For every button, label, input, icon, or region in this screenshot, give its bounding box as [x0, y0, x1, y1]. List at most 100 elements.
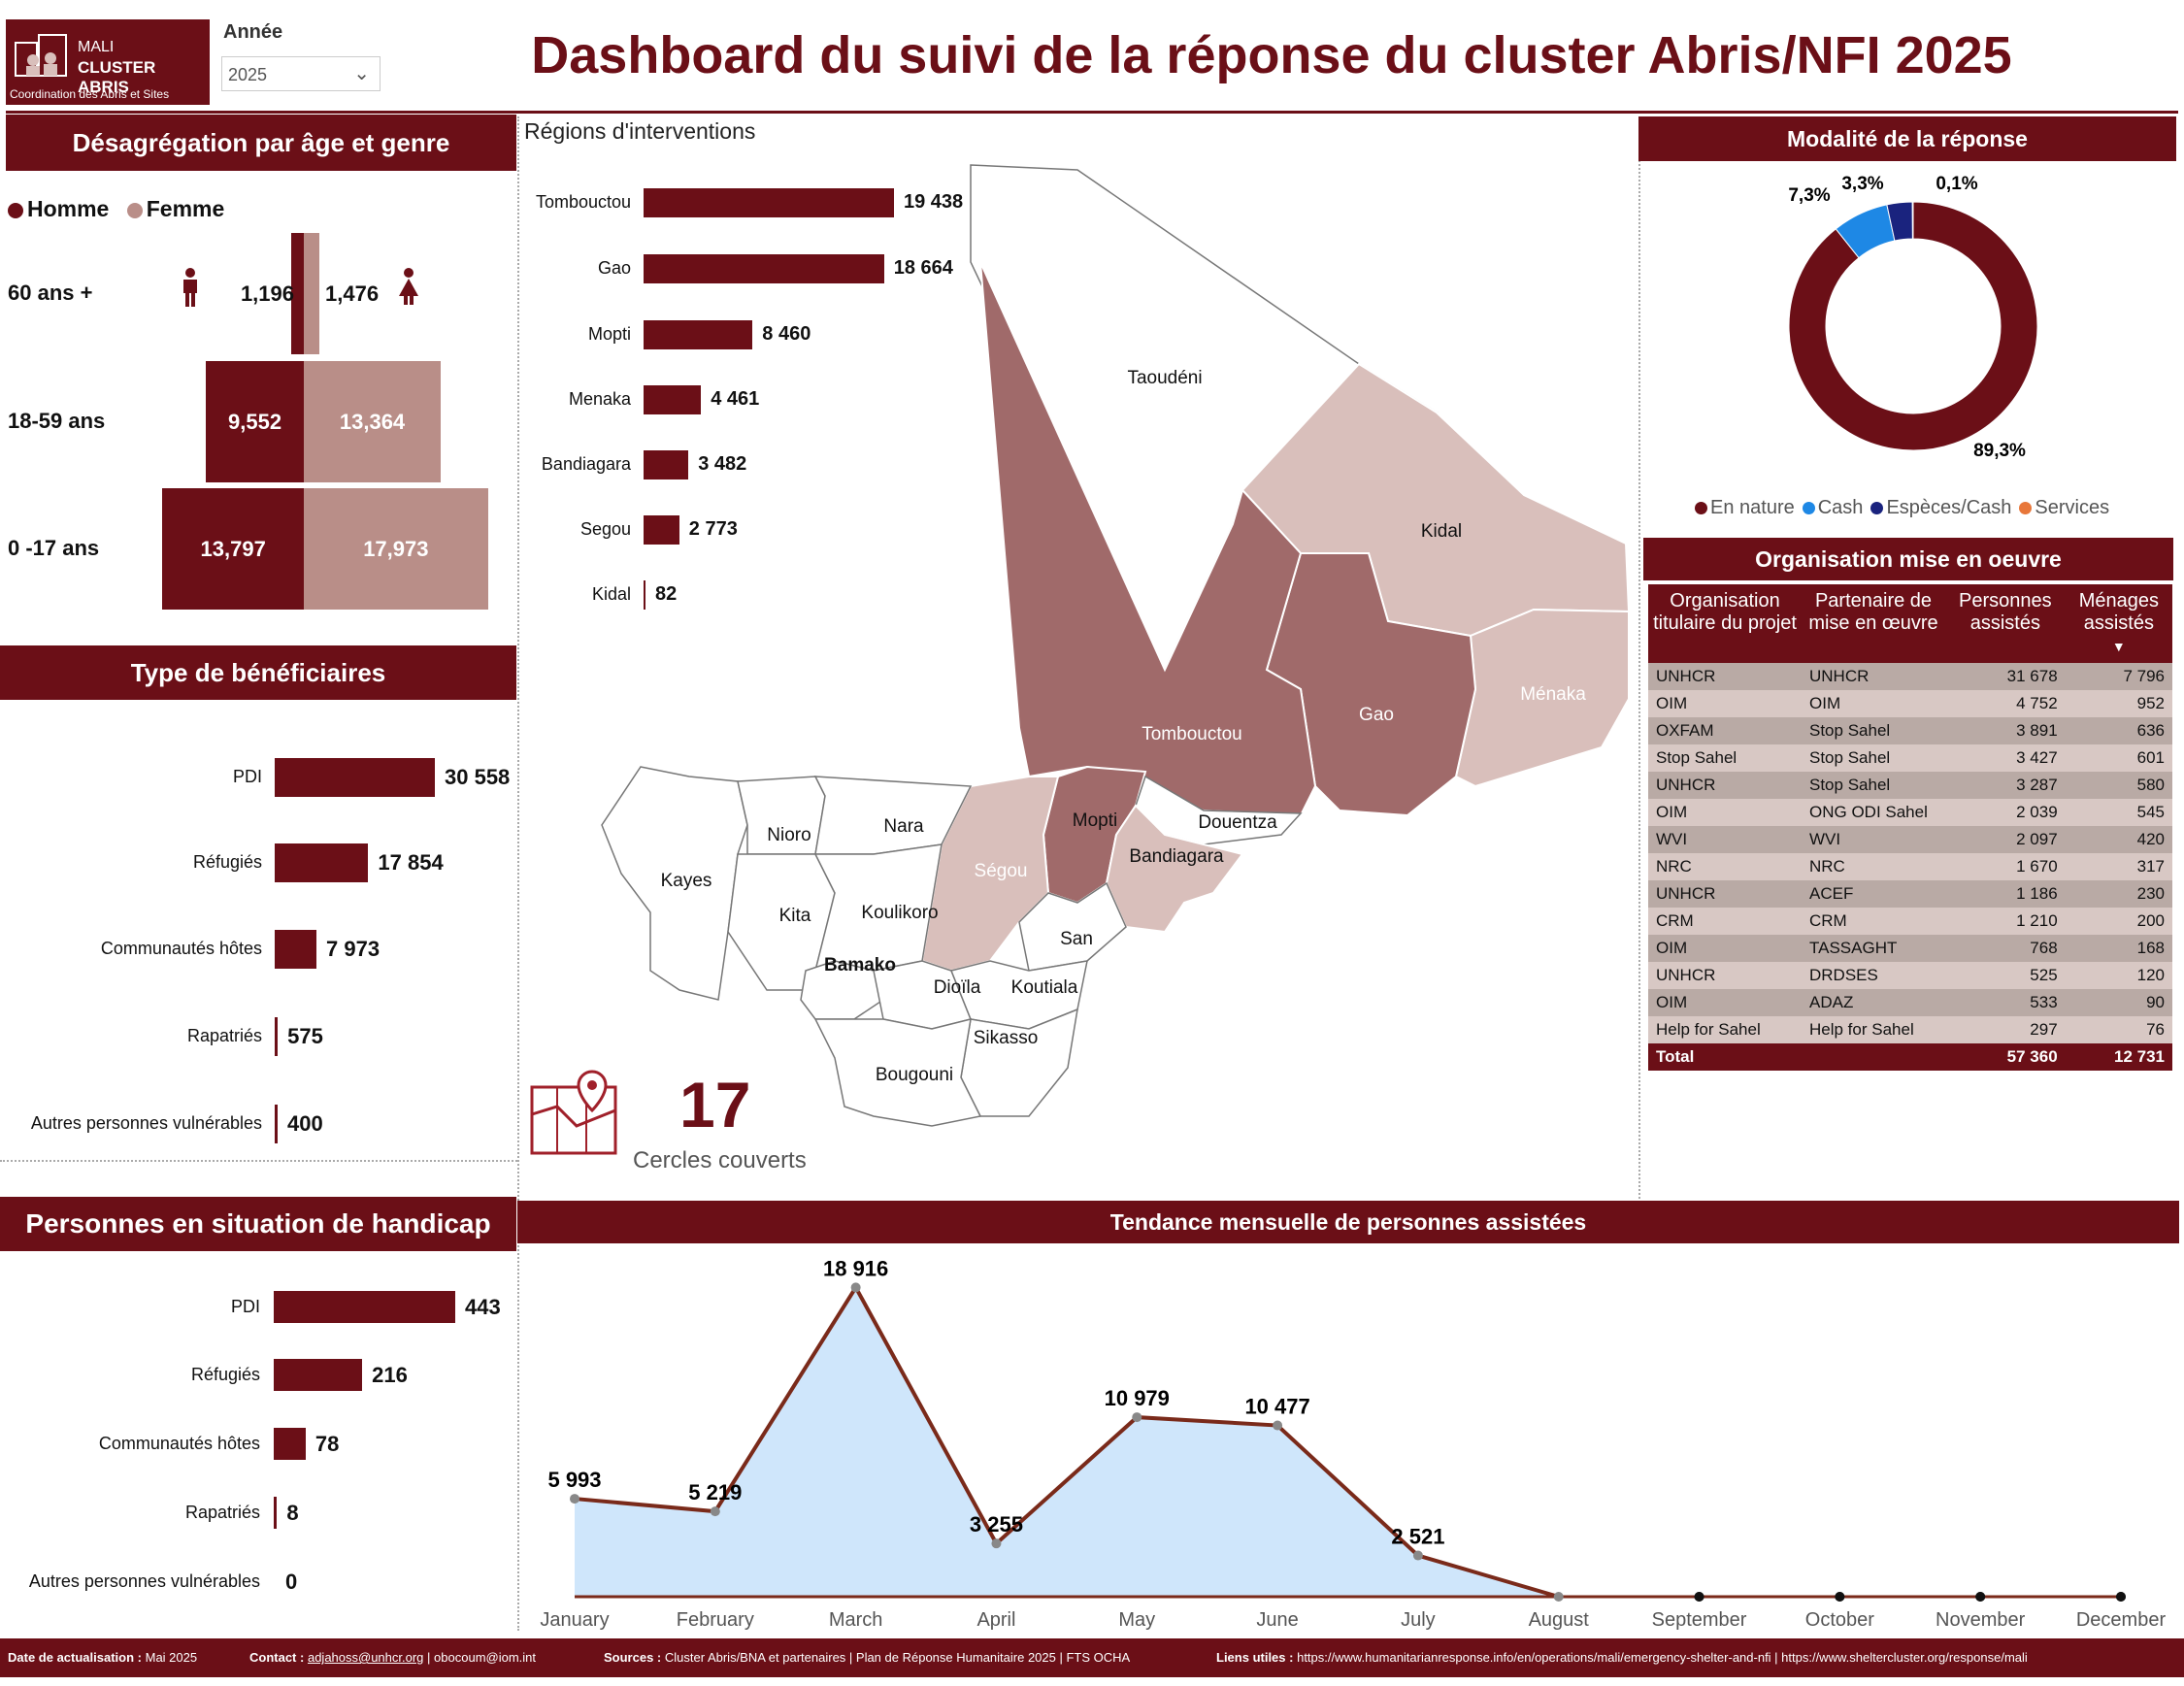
- region-value: 19 438: [904, 191, 964, 213]
- male-value: 1,196: [240, 281, 294, 306]
- male-bar: [291, 233, 304, 354]
- regions-title: Régions d'interventions: [524, 118, 756, 144]
- table-cell: Help for Sahel: [1648, 1016, 1802, 1043]
- col-partenaire[interactable]: Partenaire de mise en œuvre: [1808, 590, 1938, 634]
- region-bar: [644, 254, 884, 283]
- table-row[interactable]: OIM ADAZ 533 90: [1648, 989, 2172, 1016]
- trend-point: [850, 1282, 861, 1293]
- table-cell: Help for Sahel: [1802, 1016, 1945, 1043]
- legend-label: Espèces/Cash: [1886, 497, 2012, 518]
- region-label: Mopti: [587, 324, 631, 344]
- table-cell: OIM: [1648, 799, 1802, 826]
- footer-links[interactable]: https://www.humanitarianresponse.info/en…: [1297, 1650, 2028, 1665]
- bar-category-label: PDI: [230, 1296, 260, 1316]
- map-pin-icon: [528, 1068, 621, 1162]
- trend-month-label: April: [976, 1609, 1015, 1631]
- page-title: Dashboard du suivi de la réponse du clus…: [531, 26, 2012, 84]
- table-row[interactable]: UNHCR DRDSES 525 120: [1648, 962, 2172, 989]
- map-label: Gao: [1359, 705, 1394, 725]
- female-value: 1,476: [325, 281, 380, 306]
- map-region-san: [1018, 881, 1127, 972]
- region-value: 2 773: [688, 518, 738, 540]
- contact-email2[interactable]: obocoum@iom.int: [434, 1650, 537, 1665]
- bar-value-label: 7 973: [326, 937, 381, 961]
- table-cell: OIM: [1648, 690, 1802, 717]
- contact-email-link[interactable]: adjahoss@unhcr.org: [307, 1650, 424, 1665]
- table-cell: WVI: [1648, 826, 1802, 853]
- table-cell: UNHCR: [1648, 962, 1802, 989]
- map-label: Bougouni: [875, 1065, 954, 1085]
- table-cell: OIM: [1648, 989, 1802, 1016]
- trend-month-label: June: [1256, 1609, 1298, 1631]
- table-row[interactable]: OXFAM Stop Sahel 3 891 636: [1648, 717, 2172, 744]
- organisation-table: Organisation titulaire du projet Partena…: [1648, 584, 2172, 1071]
- bar: [275, 1105, 278, 1143]
- trend-month-label: February: [677, 1609, 754, 1631]
- map-label: Taoudéni: [1127, 368, 1203, 388]
- sort-desc-icon: ▼: [2111, 639, 2126, 654]
- bar-category-label: Rapatriés: [184, 1502, 260, 1522]
- bar: [274, 1291, 455, 1323]
- col-menages[interactable]: Ménages assistés ▼: [2078, 590, 2159, 654]
- separator: [517, 116, 519, 1631]
- table-cell: 120: [2065, 962, 2172, 989]
- table-row[interactable]: UNHCR UNHCR 31 678 7 796: [1648, 663, 2172, 690]
- bar-category-label: Communautés hôtes: [98, 1433, 260, 1453]
- col-personnes[interactable]: Personnes assistés: [1959, 590, 2052, 634]
- col-organisation[interactable]: Organisation titulaire du projet: [1653, 590, 1797, 634]
- region-value: 4 461: [711, 388, 760, 410]
- age-group-label: 60 ans +: [8, 280, 93, 305]
- table-total-row: Total 57 360 12 731: [1648, 1043, 2172, 1071]
- region-bar: [644, 188, 894, 217]
- trend-month-label: January: [540, 1609, 609, 1631]
- donut-slice-label: 89,3%: [1973, 441, 2026, 461]
- table-cell: OIM: [1648, 935, 1802, 962]
- age-gender-header: Désagrégation par âge et genre: [6, 115, 516, 171]
- table-cell: UNHCR: [1648, 880, 1802, 908]
- bar-value-label: 575: [287, 1024, 323, 1048]
- table-row[interactable]: OIM TASSAGHT 768 168: [1648, 935, 2172, 962]
- year-filter-select[interactable]: 2025 ⌄: [221, 56, 381, 91]
- footer-sources: Cluster Abris/BNA et partenaires | Plan …: [664, 1650, 1131, 1665]
- table-row[interactable]: UNHCR Stop Sahel 3 287 580: [1648, 772, 2172, 799]
- table-row[interactable]: OIM ONG ODI Sahel 2 039 545: [1648, 799, 2172, 826]
- table-cell: ADAZ: [1802, 989, 1945, 1016]
- table-cell: 3 287: [1945, 772, 2066, 799]
- table-cell: 1 186: [1945, 880, 2066, 908]
- table-row[interactable]: UNHCR ACEF 1 186 230: [1648, 880, 2172, 908]
- bar-value-label: 8: [286, 1500, 299, 1525]
- map-label: Kita: [778, 906, 811, 926]
- trend-area: [575, 1287, 1559, 1597]
- region-value: 8 460: [762, 323, 811, 345]
- beneficiaries-header: Type de bénéficiaires: [0, 645, 516, 700]
- donut-slice-label: 3,3%: [1841, 174, 1883, 194]
- donut-slice: [1911, 201, 1914, 240]
- table-row[interactable]: CRM CRM 1 210 200: [1648, 908, 2172, 935]
- map-label: Bamako: [824, 955, 896, 975]
- table-row[interactable]: OIM OIM 4 752 952: [1648, 690, 2172, 717]
- table-cell: TASSAGHT: [1802, 935, 1945, 962]
- table-row[interactable]: Stop Sahel Stop Sahel 3 427 601: [1648, 744, 2172, 772]
- map-label: Ménaka: [1520, 684, 1586, 705]
- cercles-label: Cercles couverts: [633, 1147, 807, 1174]
- table-row[interactable]: NRC NRC 1 670 317: [1648, 853, 2172, 880]
- table-cell: 76: [2065, 1016, 2172, 1043]
- map-region-bougouni: [813, 1017, 982, 1127]
- table-cell: 230: [2065, 880, 2172, 908]
- table-cell: WVI: [1802, 826, 1945, 853]
- table-row[interactable]: Help for Sahel Help for Sahel 297 76: [1648, 1016, 2172, 1043]
- table-cell: 1 210: [1945, 908, 2066, 935]
- donut-slice-label: 0,1%: [1936, 174, 1977, 194]
- table-cell: 31 678: [1945, 663, 2066, 690]
- region-bar: [644, 515, 679, 545]
- separator: [0, 1160, 517, 1162]
- table-cell: 90: [2065, 989, 2172, 1016]
- region-value: 82: [655, 583, 678, 605]
- table-cell: ONG ODI Sahel: [1802, 799, 1945, 826]
- separator: [1638, 116, 1640, 1199]
- region-bar: [644, 450, 689, 479]
- map-label: Mopti: [1072, 810, 1118, 831]
- bar: [275, 1017, 279, 1056]
- table-row[interactable]: WVI WVI 2 097 420: [1648, 826, 2172, 853]
- table-cell: OXFAM: [1648, 717, 1802, 744]
